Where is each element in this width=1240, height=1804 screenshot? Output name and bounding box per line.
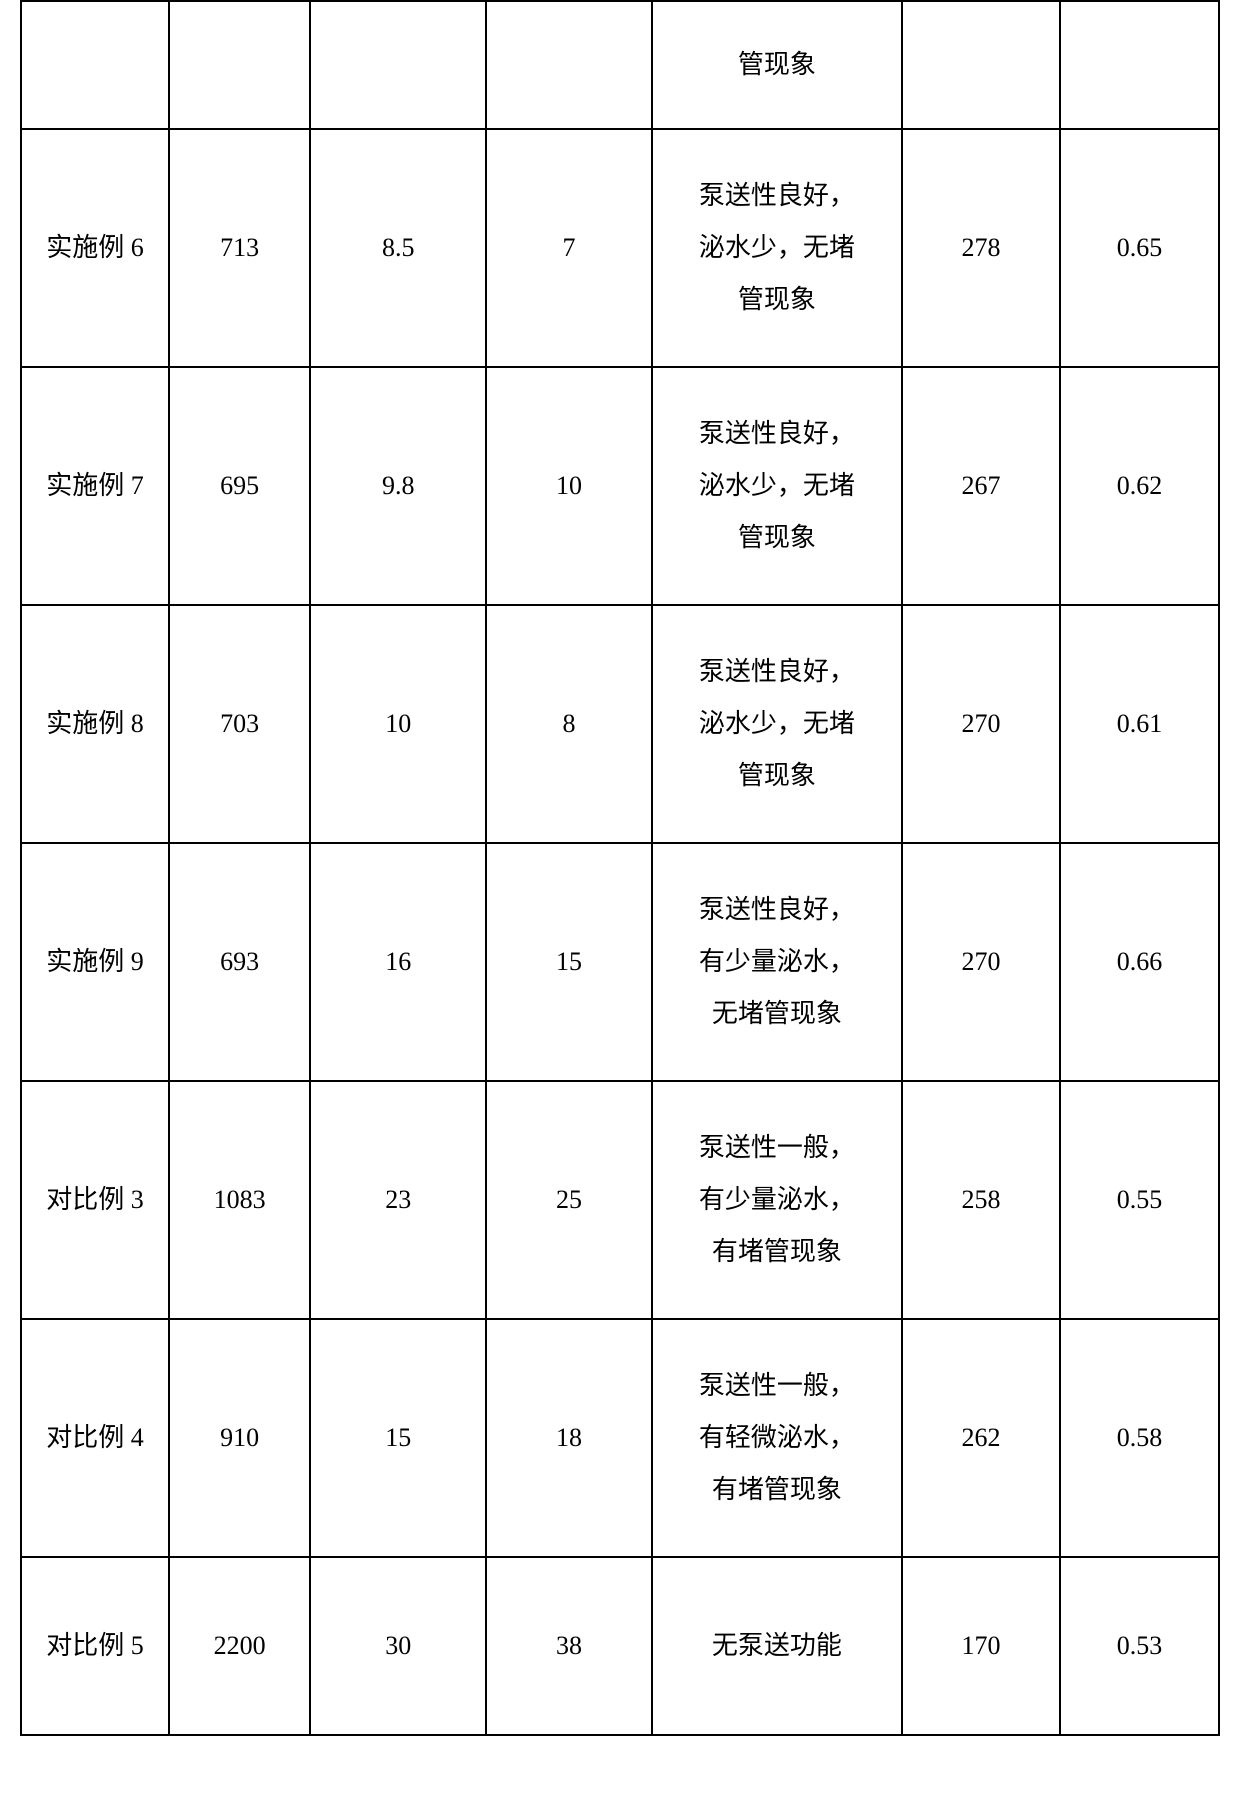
table-cell: 0.58 [1060,1319,1219,1557]
table-cell: 泵送性良好，泌水少，无堵管现象 [652,605,902,843]
table-cell: 7 [486,129,652,367]
table-cell [21,1,169,129]
table-row: 实施例 67138.57泵送性良好，泌水少，无堵管现象2780.65 [21,129,1219,367]
table-cell: 对比例 4 [21,1319,169,1557]
table-cell: 278 [902,129,1060,367]
table-cell: 38 [486,1557,652,1735]
table-row: 管现象 [21,1,1219,129]
table-cell: 9.8 [310,367,486,605]
table-cell: 泵送性良好，有少量泌水，无堵管现象 [652,843,902,1081]
table-cell: 泵送性一般，有少量泌水，有堵管现象 [652,1081,902,1319]
table-cell: 对比例 5 [21,1557,169,1735]
table-row: 实施例 96931615泵送性良好，有少量泌水，无堵管现象2700.66 [21,843,1219,1081]
table-cell: 695 [169,367,310,605]
table-cell: 0.61 [1060,605,1219,843]
table-cell: 无泵送功能 [652,1557,902,1735]
table-cell: 30 [310,1557,486,1735]
table-cell: 18 [486,1319,652,1557]
table-cell: 对比例 3 [21,1081,169,1319]
table-cell: 15 [310,1319,486,1557]
table-cell: 270 [902,843,1060,1081]
table-cell: 15 [486,843,652,1081]
table-cell: 实施例 6 [21,129,169,367]
table-cell: 713 [169,129,310,367]
table-cell: 262 [902,1319,1060,1557]
table-cell: 258 [902,1081,1060,1319]
table-cell: 10 [310,605,486,843]
table-cell: 910 [169,1319,310,1557]
table-cell: 1083 [169,1081,310,1319]
table-cell: 8 [486,605,652,843]
table-cell: 管现象 [652,1,902,129]
table-row: 对比例 49101518泵送性一般，有轻微泌水，有堵管现象2620.58 [21,1319,1219,1557]
table-row: 实施例 8703108泵送性良好，泌水少，无堵管现象2700.61 [21,605,1219,843]
table-cell: 泵送性一般，有轻微泌水，有堵管现象 [652,1319,902,1557]
table-cell: 实施例 8 [21,605,169,843]
table-cell: 170 [902,1557,1060,1735]
table-cell: 2200 [169,1557,310,1735]
table-cell [486,1,652,129]
table-cell: 267 [902,367,1060,605]
data-table: 管现象实施例 67138.57泵送性良好，泌水少，无堵管现象2780.65实施例… [20,0,1220,1736]
table-cell: 25 [486,1081,652,1319]
table-cell: 693 [169,843,310,1081]
table-cell: 0.65 [1060,129,1219,367]
table-cell: 泵送性良好，泌水少，无堵管现象 [652,367,902,605]
table-cell: 8.5 [310,129,486,367]
table-row: 对比例 310832325泵送性一般，有少量泌水，有堵管现象2580.55 [21,1081,1219,1319]
table-cell: 703 [169,605,310,843]
table-body: 管现象实施例 67138.57泵送性良好，泌水少，无堵管现象2780.65实施例… [21,1,1219,1735]
table-cell [310,1,486,129]
table-cell [902,1,1060,129]
table-cell: 0.62 [1060,367,1219,605]
table-cell [169,1,310,129]
table-cell: 实施例 9 [21,843,169,1081]
table-cell: 270 [902,605,1060,843]
table-row: 对比例 522003038无泵送功能1700.53 [21,1557,1219,1735]
table-cell: 实施例 7 [21,367,169,605]
table-cell: 10 [486,367,652,605]
table-cell: 泵送性良好，泌水少，无堵管现象 [652,129,902,367]
table-cell: 16 [310,843,486,1081]
table-cell: 0.66 [1060,843,1219,1081]
table-cell: 23 [310,1081,486,1319]
table-cell [1060,1,1219,129]
table-cell: 0.53 [1060,1557,1219,1735]
table-row: 实施例 76959.810泵送性良好，泌水少，无堵管现象2670.62 [21,367,1219,605]
table-cell: 0.55 [1060,1081,1219,1319]
